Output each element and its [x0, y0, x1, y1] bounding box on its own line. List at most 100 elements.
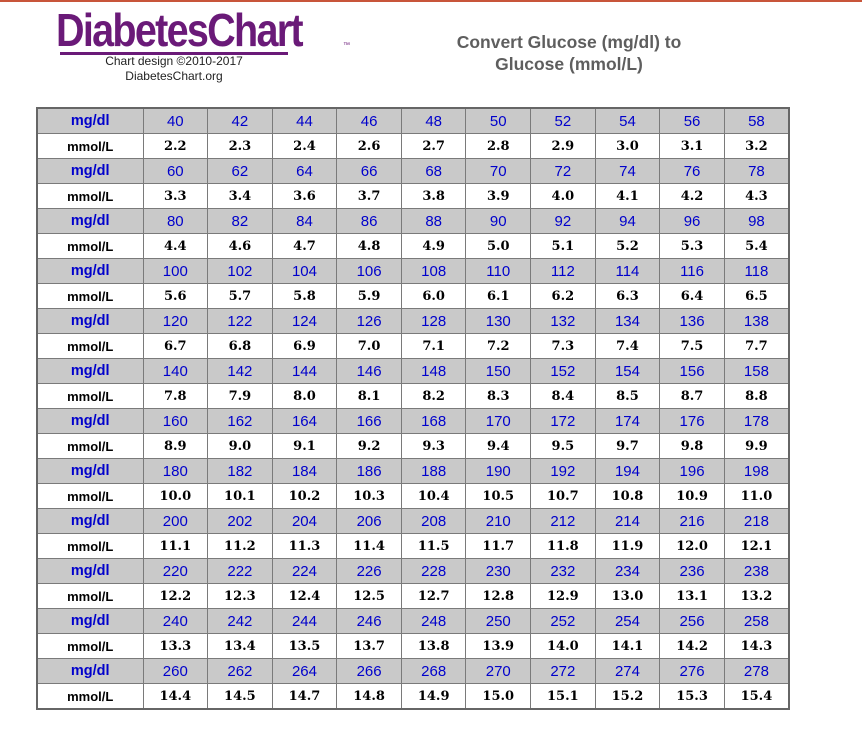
mgdl-value-cell: 172 [530, 408, 596, 434]
mgdl-row: mg/dl 40 42 44 46 48 50 52 54 56 58 [36, 107, 790, 134]
logo-text: DiabetesChart [56, 4, 304, 56]
mgdl-value-cell: 130 [465, 308, 532, 334]
mgdl-value-cell: 76 [659, 158, 725, 184]
mgdl-value-cell: 218 [723, 508, 790, 534]
mgdl-value-cell: 274 [594, 658, 661, 684]
mgdl-value-cell: 160 [142, 408, 209, 434]
mmol-label-cell: mmol/L [36, 683, 144, 710]
mmol-value-cell: 9.3 [400, 433, 467, 459]
mmol-label-cell: mmol/L [36, 533, 144, 559]
mgdl-value-cell: 260 [142, 658, 209, 684]
mmol-value-cell: 8.2 [400, 383, 467, 409]
mmol-value-cell: 13.1 [659, 583, 725, 609]
mmol-value-cell: 14.0 [530, 633, 596, 659]
mmol-value-cell: 4.8 [336, 233, 402, 259]
mgdl-value-cell: 116 [659, 258, 725, 284]
mgdl-value-cell: 158 [723, 358, 790, 384]
mmol-value-cell: 3.6 [271, 183, 338, 209]
mmol-value-cell: 9.7 [594, 433, 661, 459]
mmol-value-cell: 2.8 [465, 133, 532, 159]
mmol-value-cell: 15.0 [465, 683, 532, 710]
mmol-value-cell: 5.1 [530, 233, 596, 259]
mgdl-row: mg/dl 120 122 124 126 128 130 132 134 136 138 [36, 308, 790, 334]
mmol-value-cell: 10.0 [142, 483, 209, 509]
mmol-value-cell: 5.4 [723, 233, 790, 259]
mgdl-value-cell: 196 [659, 458, 725, 484]
mgdl-value-cell: 234 [594, 558, 661, 584]
mgdl-label-cell: mg/dl [36, 408, 144, 434]
credit-line-design: Chart design ©2010-2017 [105, 54, 243, 68]
mgdl-label-cell: mg/dl [36, 308, 144, 334]
mgdl-row: mg/dl 80 82 84 86 88 90 92 94 96 98 [36, 208, 790, 234]
mgdl-label-cell: mg/dl [36, 608, 144, 634]
mmol-value-cell: 8.7 [659, 383, 725, 409]
mgdl-label-cell: mg/dl [36, 258, 144, 284]
mmol-value-cell: 13.2 [723, 583, 790, 609]
mgdl-value-cell: 118 [723, 258, 790, 284]
mmol-value-cell: 5.9 [336, 283, 402, 309]
mmol-value-cell: 14.1 [594, 633, 661, 659]
mmol-value-cell: 11.9 [594, 533, 661, 559]
mgdl-value-cell: 202 [207, 508, 273, 534]
mmol-value-cell: 3.4 [207, 183, 273, 209]
mmol-value-cell: 2.2 [142, 133, 209, 159]
mgdl-value-cell: 114 [594, 258, 661, 284]
mmol-value-cell: 4.7 [271, 233, 338, 259]
mmol-value-cell: 5.2 [594, 233, 661, 259]
mgdl-value-cell: 62 [207, 158, 273, 184]
mmol-value-cell: 11.2 [207, 533, 273, 559]
mmol-row: mmol/L 13.3 13.4 13.5 13.7 13.8 13.9 14.0 14.1 14… [36, 633, 790, 659]
mgdl-value-cell: 174 [594, 408, 661, 434]
mmol-value-cell: 5.7 [207, 283, 273, 309]
mgdl-label-cell: mg/dl [36, 558, 144, 584]
credit-line-site: DiabetesChart.org [125, 69, 223, 83]
mmol-value-cell: 2.3 [207, 133, 273, 159]
mgdl-value-cell: 134 [594, 308, 661, 334]
mmol-value-cell: 15.4 [723, 683, 790, 710]
mgdl-value-cell: 112 [530, 258, 596, 284]
mmol-value-cell: 3.7 [336, 183, 402, 209]
mmol-value-cell: 8.4 [530, 383, 596, 409]
mmol-value-cell: 15.2 [594, 683, 661, 710]
mgdl-value-cell: 254 [594, 608, 661, 634]
mmol-value-cell: 5.8 [271, 283, 338, 309]
mgdl-value-cell: 266 [336, 658, 402, 684]
mmol-row: mmol/L 11.1 11.2 11.3 11.4 11.5 11.7 11.8 11.9 12… [36, 533, 790, 559]
mgdl-value-cell: 270 [465, 658, 532, 684]
mgdl-row: mg/dl 60 62 64 66 68 70 72 74 76 78 [36, 158, 790, 184]
mmol-value-cell: 13.7 [336, 633, 402, 659]
mgdl-label-cell: mg/dl [36, 458, 144, 484]
mgdl-value-cell: 138 [723, 308, 790, 334]
mmol-value-cell: 3.9 [465, 183, 532, 209]
mgdl-value-cell: 262 [207, 658, 273, 684]
mmol-value-cell: 14.3 [723, 633, 790, 659]
mmol-value-cell: 13.5 [271, 633, 338, 659]
mmol-value-cell: 3.3 [142, 183, 209, 209]
mgdl-value-cell: 278 [723, 658, 790, 684]
mgdl-value-cell: 220 [142, 558, 209, 584]
mmol-value-cell: 10.2 [271, 483, 338, 509]
mmol-value-cell: 6.8 [207, 333, 273, 359]
mmol-value-cell: 7.5 [659, 333, 725, 359]
mmol-value-cell: 13.3 [142, 633, 209, 659]
mgdl-value-cell: 232 [530, 558, 596, 584]
mmol-value-cell: 6.4 [659, 283, 725, 309]
mmol-value-cell: 12.8 [465, 583, 532, 609]
chart-credit: Chart design ©2010-2017 DiabetesChart.or… [84, 54, 264, 84]
mmol-value-cell: 2.4 [271, 133, 338, 159]
mmol-label-cell: mmol/L [36, 633, 144, 659]
mgdl-value-cell: 74 [594, 158, 661, 184]
mmol-row: mmol/L 10.0 10.1 10.2 10.3 10.4 10.5 10.7 10.8 10… [36, 483, 790, 509]
mmol-value-cell: 11.5 [400, 533, 467, 559]
mmol-value-cell: 8.8 [723, 383, 790, 409]
mmol-value-cell: 6.2 [530, 283, 596, 309]
mgdl-value-cell: 54 [594, 107, 661, 134]
mgdl-value-cell: 126 [336, 308, 402, 334]
mmol-value-cell: 9.0 [207, 433, 273, 459]
mmol-value-cell: 8.1 [336, 383, 402, 409]
mmol-value-cell: 6.9 [271, 333, 338, 359]
mmol-value-cell: 10.9 [659, 483, 725, 509]
mgdl-value-cell: 104 [271, 258, 338, 284]
mgdl-value-cell: 156 [659, 358, 725, 384]
mgdl-value-cell: 168 [400, 408, 467, 434]
